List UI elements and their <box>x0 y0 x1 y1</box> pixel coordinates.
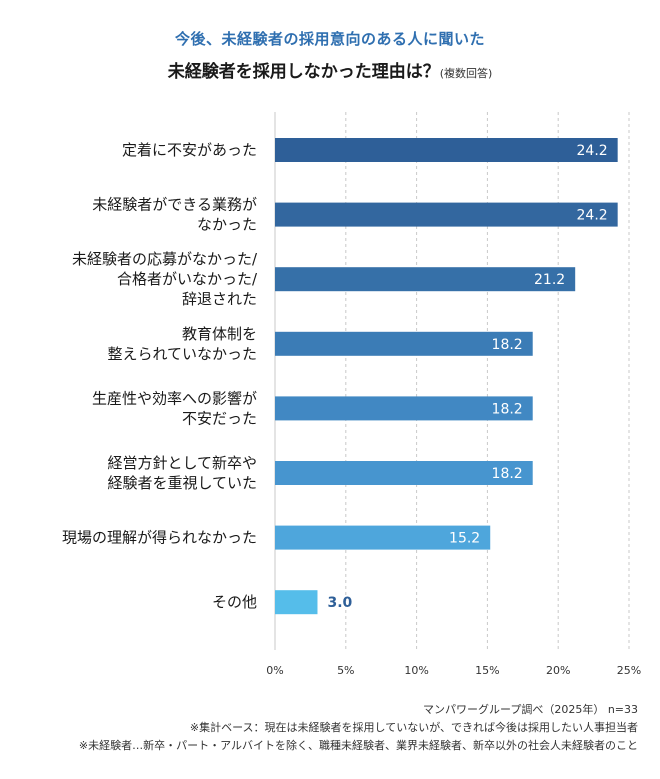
x-tick-label: 0% <box>266 664 283 677</box>
category-label: 未経験者の応募がなかった/ <box>72 250 258 268</box>
bar-value-label: 24.2 <box>577 143 608 159</box>
definition-note: ※未経験者…新卒・パート・アルバイトを除く、職種未経験者、業界未経験者、新卒以外… <box>78 739 638 752</box>
bar <box>275 331 533 356</box>
category-label: なかった <box>197 216 257 234</box>
source-note: マンパワーグループ調べ（2025年） n=33 <box>422 703 638 716</box>
bar <box>275 461 533 485</box>
category-label: 経験者を重視していた <box>107 474 257 492</box>
category-label: 生産性や効率への影響が <box>92 389 257 407</box>
bar <box>275 525 491 550</box>
category-label: 不安だった <box>182 409 257 427</box>
bar <box>275 267 576 292</box>
bar <box>275 138 618 162</box>
chart-title: 未経験者を採用しなかった理由は？ <box>167 62 440 82</box>
bar <box>275 590 318 615</box>
bar-value-label: 18.2 <box>492 401 523 417</box>
chart-title-note: (複数回答) <box>439 67 493 80</box>
category-label: 定着に不安があった <box>122 141 257 159</box>
chart-header: 今後、未経験者の採用意向のある人に聞いた 未経験者を採用しなかった理由は？(複数… <box>0 28 660 82</box>
category-label: 経営方針として新卒や <box>107 454 257 472</box>
x-tick-label: 20% <box>546 664 570 677</box>
category-label: その他 <box>212 593 257 611</box>
chart-subtitle: 今後、未経験者の採用意向のある人に聞いた <box>174 30 485 48</box>
category-label: 未経験者ができる業務が <box>92 196 257 214</box>
category-label: 教育体制を <box>182 325 257 343</box>
category-label: 整えられていなかった <box>107 345 257 363</box>
x-tick-label: 25% <box>617 664 641 677</box>
bar <box>275 396 533 421</box>
chart-title-line: 未経験者を採用しなかった理由は？(複数回答) <box>0 57 660 82</box>
bar-value-label: 3.0 <box>327 595 352 611</box>
category-label: 現場の理解が得られなかった <box>62 529 257 547</box>
category-label: 辞退された <box>182 290 257 308</box>
bar <box>275 202 618 227</box>
bar-value-label: 15.2 <box>449 531 480 547</box>
bar-value-label: 18.2 <box>492 466 523 482</box>
x-tick-label: 5% <box>337 664 354 677</box>
category-label: 合格者がいなかった/ <box>117 270 258 288</box>
base-note: ※集計ベース：現在は未経験者を採用していないが、できれば今後は採用したい人事担当… <box>189 721 638 734</box>
chart-footer: マンパワーグループ調べ（2025年） n=33 ※集計ベース：現在は未経験者を採… <box>79 701 638 755</box>
x-tick-label: 15% <box>475 664 499 677</box>
bar-value-label: 18.2 <box>492 337 523 353</box>
x-tick-label: 10% <box>404 664 428 677</box>
bar-value-label: 24.2 <box>577 208 608 224</box>
bar-value-label: 21.2 <box>534 272 565 288</box>
